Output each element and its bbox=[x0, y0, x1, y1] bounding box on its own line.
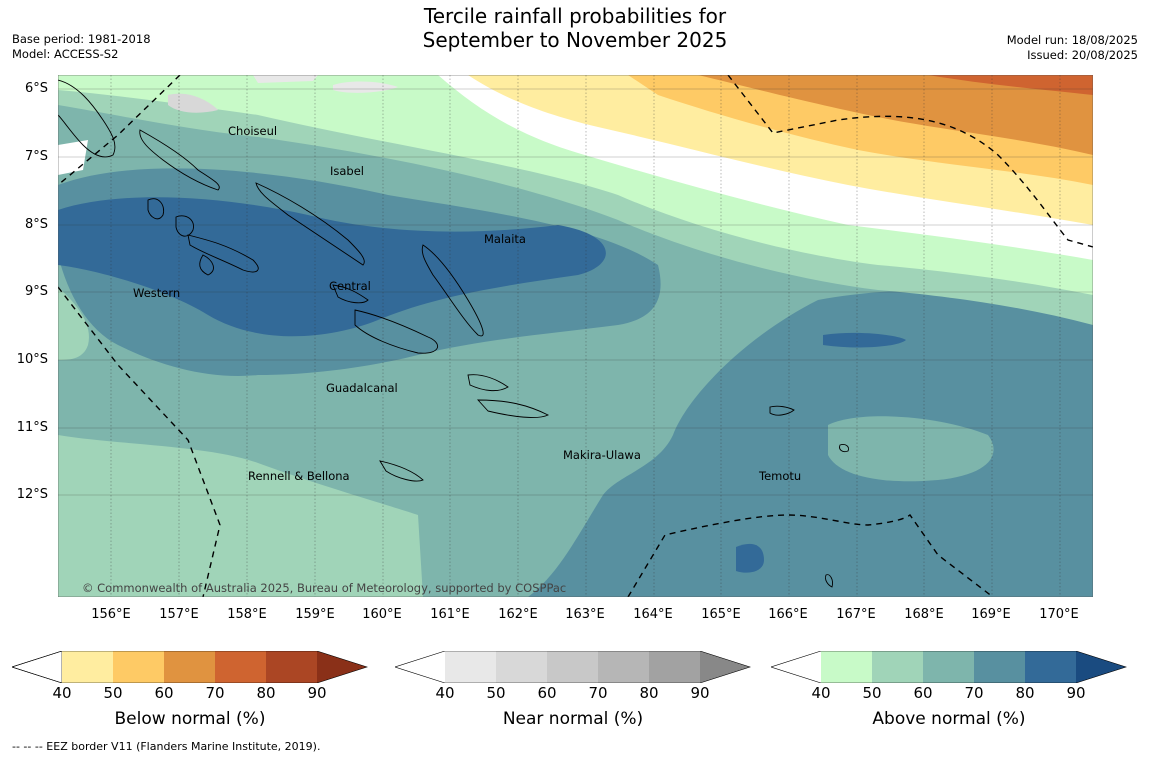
cb2-label: Near normal (%) bbox=[502, 709, 644, 729]
cb2-tick-80: 80 bbox=[639, 684, 659, 702]
cb1-tick-40: 40 bbox=[52, 684, 72, 702]
patch-above-80-90-east bbox=[823, 332, 906, 348]
province-label-choiseul: Choiseul bbox=[228, 124, 278, 138]
cb3-tick-70: 70 bbox=[964, 684, 984, 702]
band-below-70-80 bbox=[928, 75, 1093, 95]
issued-date: Issued: 20/08/2025 bbox=[1027, 48, 1138, 62]
metadata-left: Base period: 1981-2018 Model: ACCESS-S2 bbox=[12, 32, 151, 62]
lon-label-156e: 156°E bbox=[91, 607, 131, 622]
cb1-tick-70: 70 bbox=[205, 684, 225, 702]
cb1-tick-50: 50 bbox=[103, 684, 123, 702]
province-label-temotu: Temotu bbox=[759, 469, 802, 483]
rainfall-map bbox=[58, 75, 1093, 597]
cb3-tick-60: 60 bbox=[913, 684, 933, 702]
province-label-western: Western bbox=[133, 286, 181, 300]
graticule bbox=[110, 75, 1061, 597]
lat-label-11s: 11°S bbox=[16, 420, 48, 435]
band-above-80-90-central bbox=[58, 197, 606, 337]
cb2-tick-40: 40 bbox=[435, 684, 455, 702]
patch-above-60-70-east bbox=[828, 416, 994, 482]
province-label-makira-ulawa: Makira-Ulawa bbox=[563, 448, 641, 462]
graticule-lat bbox=[58, 88, 1093, 496]
lon-label-160e: 160°E bbox=[362, 607, 402, 622]
copyright-notice: © Commonwealth of Australia 2025, Bureau… bbox=[82, 581, 567, 595]
patch-near-40-50-b bbox=[253, 75, 318, 83]
cb1-label: Below normal (%) bbox=[114, 709, 266, 729]
cb3-tick-90: 90 bbox=[1066, 684, 1086, 702]
band-above-50-60-sw bbox=[58, 435, 423, 597]
patch-near-50-60-a bbox=[168, 93, 218, 113]
title-line-1: Tercile rainfall probabilities for bbox=[423, 4, 727, 28]
base-period: Base period: 1981-2018 bbox=[12, 32, 151, 46]
province-label-guadalcanal: Guadalcanal bbox=[326, 381, 398, 395]
colorbar-below-normal bbox=[12, 651, 368, 683]
cb2-tick-60: 60 bbox=[537, 684, 557, 702]
lat-label-9s: 9°S bbox=[24, 284, 48, 299]
model-run: Model run: 18/08/2025 bbox=[1006, 33, 1138, 47]
lon-label-157e: 157°E bbox=[159, 607, 199, 622]
eez-borders bbox=[58, 75, 1093, 597]
lon-label-167e: 167°E bbox=[836, 607, 876, 622]
lat-label-6s: 6°S bbox=[24, 81, 48, 96]
cb3-tick-40: 40 bbox=[811, 684, 831, 702]
patch-above-80-90-south bbox=[736, 543, 764, 573]
map-title: Tercile rainfall probabilities for Septe… bbox=[0, 4, 1150, 52]
colorbar-above-normal bbox=[771, 651, 1127, 683]
lon-label-166e: 166°E bbox=[768, 607, 808, 622]
eez-footnote: -- -- -- EEZ border V11 (Flanders Marine… bbox=[12, 740, 321, 753]
province-label-central: Central bbox=[329, 279, 371, 293]
band-above-50-60-w bbox=[58, 287, 89, 360]
coastlines bbox=[58, 79, 849, 588]
cb3-tick-50: 50 bbox=[862, 684, 882, 702]
lon-label-165e: 165°E bbox=[701, 607, 741, 622]
lon-label-163e: 163°E bbox=[565, 607, 605, 622]
lon-label-170e: 170°E bbox=[1039, 607, 1079, 622]
lon-label-169e: 169°E bbox=[971, 607, 1011, 622]
band-above-70-80-se bbox=[528, 290, 1093, 597]
province-label-isabel: Isabel bbox=[330, 164, 365, 178]
cb2-tick-70: 70 bbox=[588, 684, 608, 702]
cb2-tick-90: 90 bbox=[690, 684, 710, 702]
lon-label-159e: 159°E bbox=[295, 607, 335, 622]
lat-label-8s: 8°S bbox=[24, 217, 48, 232]
cb1-tick-90: 90 bbox=[307, 684, 327, 702]
lat-label-12s: 12°S bbox=[16, 487, 48, 502]
title-line-2: September to November 2025 bbox=[422, 28, 728, 52]
province-label-malaita: Malaita bbox=[484, 232, 526, 246]
metadata-right: Model run: 18/08/2025 Issued: 20/08/2025 bbox=[1007, 33, 1138, 63]
model-name: Model: ACCESS-S2 bbox=[12, 47, 119, 61]
lon-label-164e: 164°E bbox=[633, 607, 673, 622]
cb3-tick-80: 80 bbox=[1015, 684, 1035, 702]
band-below-60-70 bbox=[698, 75, 1093, 155]
lat-label-7s: 7°S bbox=[24, 149, 48, 164]
colorbar-near-normal bbox=[395, 651, 751, 683]
cb2-tick-50: 50 bbox=[486, 684, 506, 702]
cb1-tick-80: 80 bbox=[256, 684, 276, 702]
patch-near-40-50-c bbox=[333, 81, 398, 93]
lon-label-162e: 162°E bbox=[498, 607, 538, 622]
lon-label-168e: 168°E bbox=[904, 607, 944, 622]
lon-label-161e: 161°E bbox=[430, 607, 470, 622]
cb1-tick-60: 60 bbox=[154, 684, 174, 702]
province-label-rennell-bellona: Rennell & Bellona bbox=[248, 469, 350, 483]
lat-label-10s: 10°S bbox=[16, 352, 48, 367]
cb3-label: Above normal (%) bbox=[872, 709, 1026, 729]
lon-label-158e: 158°E bbox=[227, 607, 267, 622]
